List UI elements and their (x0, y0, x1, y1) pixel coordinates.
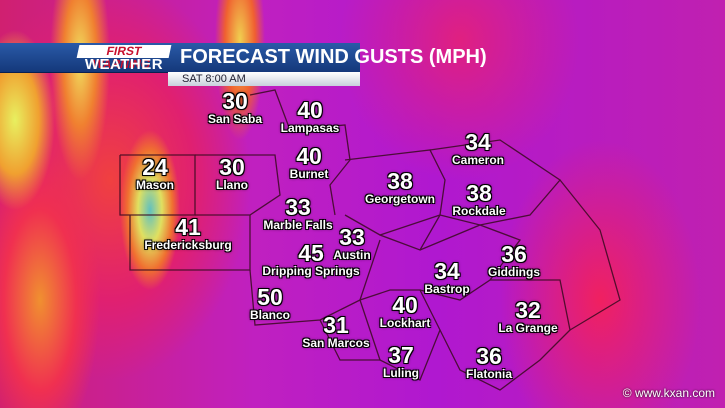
gust-value: 50 (257, 284, 283, 310)
city-label: 33 Austin (333, 226, 370, 262)
city-name: Georgetown (364, 192, 436, 206)
city-label: 30 San Saba (208, 90, 262, 126)
city-label: 33 Marble Falls (263, 196, 332, 232)
logo-line2: WEATHER (84, 56, 164, 73)
city-label: 37 Luling (383, 344, 419, 380)
gust-value: 38 (466, 180, 492, 206)
city-label: 38 Georgetown (365, 170, 435, 206)
city-name: Luling (383, 366, 419, 380)
gust-value: 33 (339, 224, 365, 250)
city-label: 24 Mason (136, 156, 174, 192)
city-name: Giddings (488, 265, 540, 279)
gust-value: 37 (388, 342, 414, 368)
gust-value: 24 (142, 154, 168, 180)
city-name: San Saba (207, 112, 263, 126)
page-title: FORECAST WIND GUSTS (MPH) (180, 46, 487, 68)
gust-value: 40 (297, 97, 323, 123)
city-label: 30 Llano (216, 156, 248, 192)
city-label: 40 Lockhart (380, 294, 431, 330)
city-name: Mason (135, 178, 175, 192)
city-name: Lockhart (379, 316, 431, 330)
watermark: © www.kxan.com (622, 386, 715, 400)
gust-value: 36 (476, 343, 502, 369)
gust-value: 30 (222, 88, 248, 114)
city-name: San Marcos (302, 336, 370, 350)
city-name: La Grange (498, 321, 558, 335)
city-label: 31 San Marcos (302, 314, 369, 350)
gust-value: 38 (387, 168, 413, 194)
city-label: 40 Burnet (290, 145, 329, 181)
gust-value: 34 (434, 258, 460, 284)
city-label: 36 Giddings (488, 243, 540, 279)
city-name: Fredericksburg (144, 238, 232, 252)
city-label: 36 Flatonia (466, 345, 512, 381)
city-name: Blanco (249, 308, 291, 322)
city-name: Marble Falls (263, 218, 333, 232)
city-name: Lampasas (280, 121, 340, 135)
city-label: 32 La Grange (498, 299, 557, 335)
city-label: 34 Cameron (452, 131, 504, 167)
city-name: Bastrop (424, 282, 470, 296)
gust-value: 33 (285, 194, 311, 220)
gust-value: 40 (392, 292, 418, 318)
city-label: 41 Fredericksburg (144, 216, 231, 252)
city-name: Rockdale (452, 204, 506, 218)
city-name: Cameron (451, 153, 505, 167)
gust-value: 41 (175, 214, 201, 240)
city-name: Burnet (289, 167, 329, 181)
gust-value: 36 (501, 241, 527, 267)
gust-value: 30 (219, 154, 245, 180)
city-name: Austin (333, 248, 371, 262)
city-label: 45 Dripping Springs (262, 242, 359, 278)
city-name: Flatonia (465, 367, 513, 381)
city-label: 38 Rockdale (452, 182, 505, 218)
city-label: 50 Blanco (250, 286, 290, 322)
first-warning-weather-logo: FIRST WARNING WEATHER (76, 43, 172, 73)
gust-value: 34 (465, 129, 491, 155)
gust-value: 32 (515, 297, 541, 323)
gust-value: 45 (298, 240, 324, 266)
gust-value: 40 (296, 143, 322, 169)
gust-value: 31 (323, 312, 349, 338)
city-name: Llano (216, 178, 248, 192)
city-label: 34 Bastrop (424, 260, 469, 296)
forecast-time: SAT 8:00 AM (168, 72, 360, 86)
city-label: 40 Lampasas (281, 99, 340, 135)
city-name: Dripping Springs (262, 264, 360, 278)
